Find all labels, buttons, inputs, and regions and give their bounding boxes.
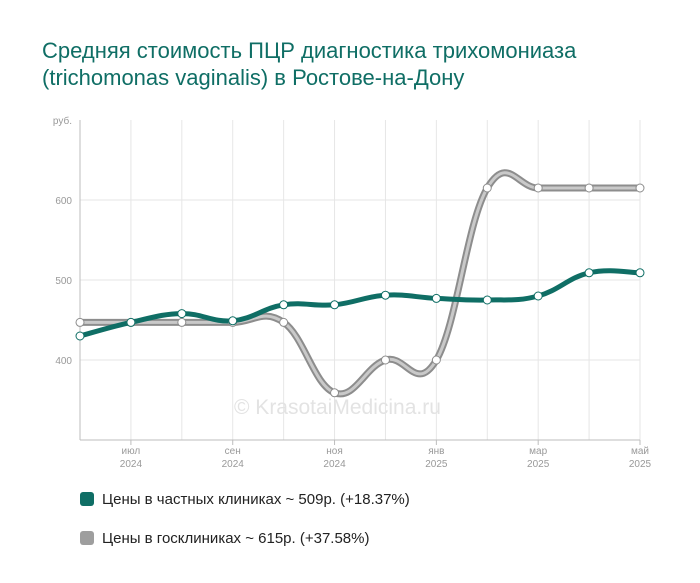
x-tick-label-month: май (631, 446, 649, 457)
x-tick-label-month: июл (122, 446, 141, 457)
x-tick-label-year: 2024 (323, 459, 346, 470)
data-point-public (431, 355, 441, 365)
data-point-public (635, 183, 645, 193)
x-tick-label-year: 2025 (527, 459, 550, 470)
data-point-private (177, 309, 187, 319)
data-point-private (330, 300, 340, 310)
data-point-private (533, 291, 543, 301)
data-points (75, 183, 645, 398)
x-tick-label-year: 2024 (222, 459, 245, 470)
data-point-public (279, 317, 289, 327)
x-tick-label-year: 2025 (629, 459, 652, 470)
x-tick-label-month: ноя (326, 446, 343, 457)
data-point-public (533, 183, 543, 193)
y-tick-label: 400 (55, 356, 72, 367)
data-point-public (177, 317, 187, 327)
data-point-public (380, 355, 390, 365)
data-point-public (584, 183, 594, 193)
data-point-private (584, 268, 594, 278)
data-point-private (482, 295, 492, 305)
legend-swatch-public (80, 531, 94, 545)
series-lines (76, 169, 644, 398)
data-point-private (75, 331, 85, 341)
legend-label-private: Цены в частных клиниках ~ 509р. (+18.37%… (102, 490, 410, 508)
x-tick-label-month: сен (225, 446, 241, 457)
watermark: © KrasotaiMedicina.ru (234, 396, 441, 419)
x-tick-label-month: мар (529, 446, 547, 457)
x-tick-label-year: 2025 (425, 459, 448, 470)
legend: Цены в частных клиниках ~ 509р. (+18.37%… (80, 488, 410, 566)
axes: 400 500 600 руб. июл 2024 сен 2024 ноя 2024 янв 202… (53, 115, 652, 470)
data-point-public (482, 183, 492, 193)
legend-label-public: Цены в госклиниках ~ 615р. (+37.58%) (102, 529, 370, 547)
data-point-public (75, 317, 85, 327)
grid (79, 120, 641, 440)
legend-item-private[interactable]: Цены в частных клиниках ~ 509р. (+18.37%… (80, 488, 410, 510)
legend-swatch-private (80, 492, 94, 506)
data-point-private (635, 268, 645, 278)
data-point-private (228, 316, 238, 326)
y-unit-label: руб. (53, 115, 72, 127)
data-point-private (279, 300, 289, 310)
series-line-private (77, 268, 643, 339)
x-tick-label-year: 2024 (120, 459, 143, 470)
series-line-public-outline (76, 169, 644, 398)
data-point-private (126, 317, 136, 327)
y-tick-label: 600 (55, 196, 72, 207)
series-line-public (78, 171, 642, 396)
data-point-private (380, 290, 390, 300)
legend-item-public[interactable]: Цены в госклиниках ~ 615р. (+37.58%) (80, 527, 410, 549)
chart-title: Средняя стоимость ПЦР диагностика трихом… (42, 38, 577, 90)
data-point-public (330, 388, 340, 398)
x-tick-label-month: янв (428, 446, 444, 457)
y-tick-label: 500 (55, 276, 72, 287)
data-point-private (431, 293, 441, 303)
